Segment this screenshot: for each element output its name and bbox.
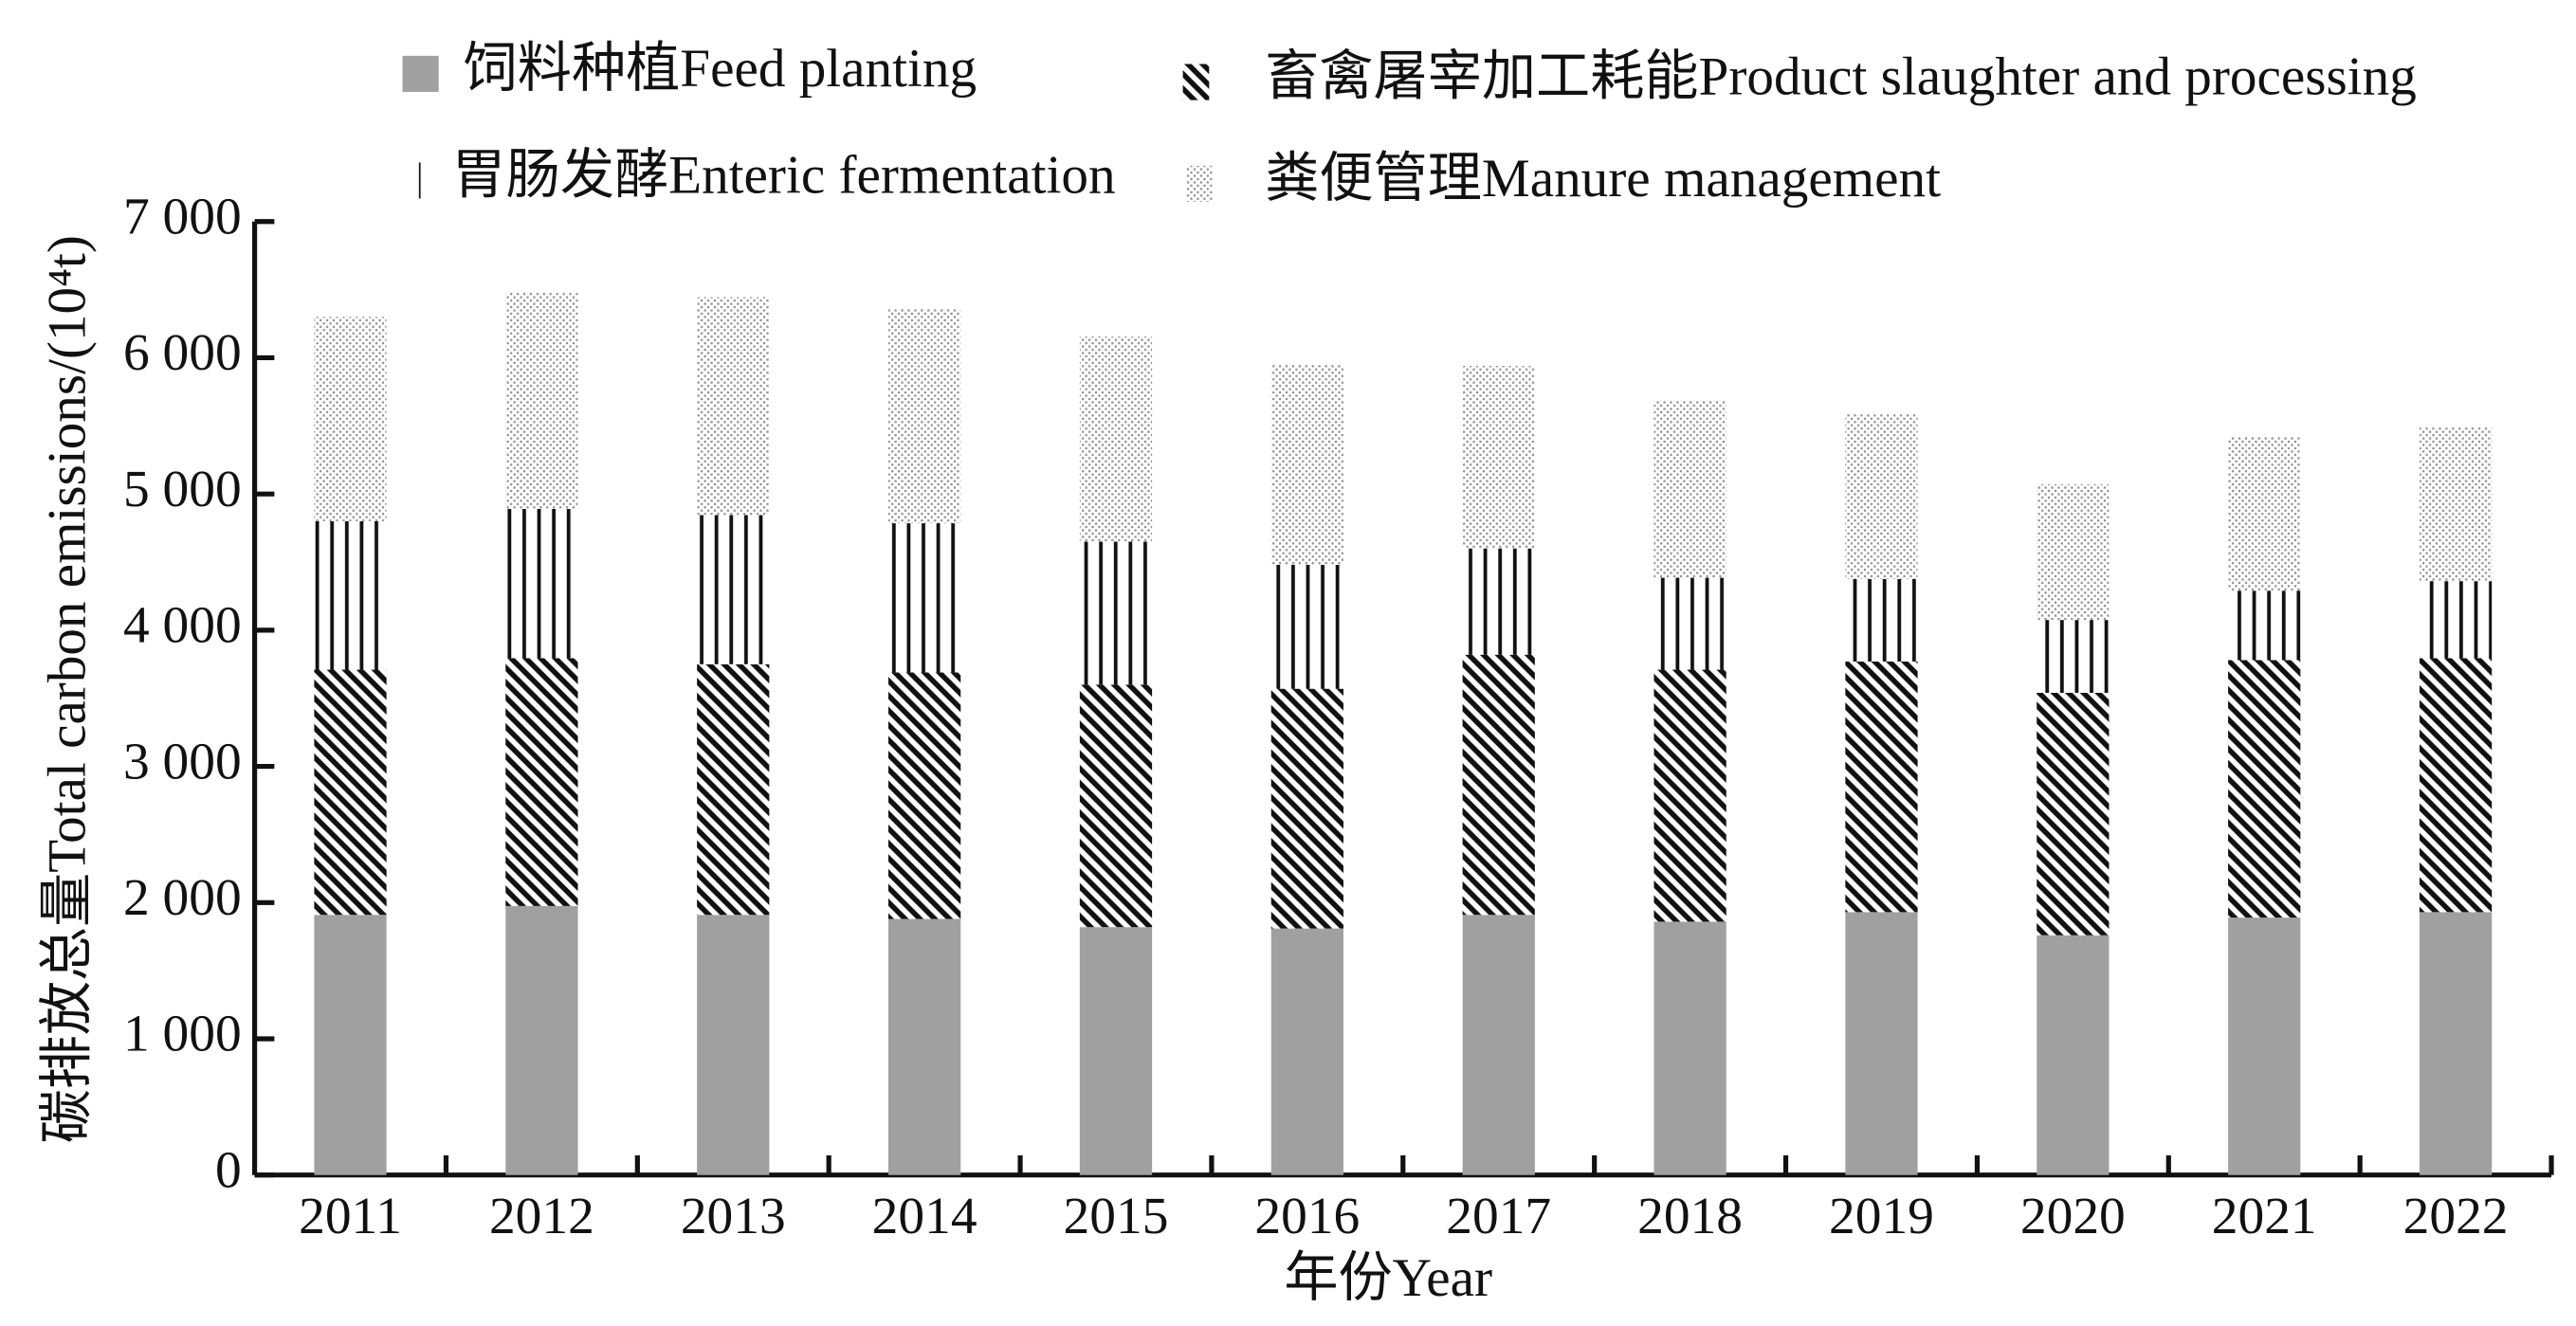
x-axis-title: 年份Year bbox=[1284, 1248, 1492, 1308]
legend-swatch bbox=[1182, 64, 1210, 100]
bar-segment bbox=[2419, 427, 2493, 582]
x-tick-label: 2018 bbox=[1637, 1187, 1743, 1244]
legend-swatch bbox=[402, 55, 439, 92]
bar-segment bbox=[1845, 661, 1918, 913]
bar-segment bbox=[2228, 660, 2301, 918]
bar-segment bbox=[888, 523, 961, 673]
bar-segment bbox=[1845, 578, 1918, 662]
x-tick-label: 2022 bbox=[2403, 1187, 2509, 1244]
bar-segment bbox=[1270, 364, 1343, 565]
bar-segment bbox=[2228, 590, 2301, 661]
bar-segment bbox=[2228, 436, 2301, 591]
bar-segment bbox=[1079, 927, 1153, 1175]
x-tick-label: 2019 bbox=[1829, 1187, 1934, 1244]
x-tick-label: 2015 bbox=[1064, 1187, 1169, 1244]
bar-segment bbox=[314, 669, 387, 916]
bar-segment bbox=[1462, 548, 1535, 655]
bar-segment bbox=[2419, 581, 2493, 659]
legend-swatch bbox=[411, 162, 421, 199]
bar-segment bbox=[2037, 620, 2110, 693]
legend-label: 饲料种植Feed planting bbox=[464, 39, 977, 99]
y-tick-label: 0 bbox=[215, 1140, 242, 1198]
y-tick-label: 6 000 bbox=[123, 323, 242, 381]
bar-segment bbox=[1079, 684, 1153, 928]
bar-segment bbox=[697, 915, 770, 1175]
y-tick-label: 1 000 bbox=[123, 1005, 242, 1063]
bar-segment bbox=[2419, 658, 2493, 913]
bar-segment bbox=[2037, 484, 2110, 621]
bar-segment bbox=[1079, 541, 1153, 685]
bar-segment bbox=[697, 297, 770, 516]
bar-segment bbox=[2037, 935, 2110, 1175]
legend-label: 畜禽屠宰加工耗能Product slaughter and processing bbox=[1265, 47, 2417, 107]
bar-segment bbox=[505, 658, 578, 906]
x-tick-label: 2020 bbox=[2020, 1187, 2126, 1244]
x-tick-label: 2011 bbox=[299, 1187, 402, 1244]
bar-segment bbox=[888, 918, 961, 1175]
bar-segment bbox=[888, 308, 961, 524]
y-tick-label: 7 000 bbox=[123, 187, 242, 245]
legend-label: 粪便管理Manure management bbox=[1265, 149, 1941, 209]
bar-segment bbox=[1653, 400, 1726, 578]
bar-segment bbox=[1079, 336, 1153, 542]
bar-segment bbox=[888, 672, 961, 919]
bar-segment bbox=[697, 663, 770, 916]
bar-segment bbox=[505, 905, 578, 1175]
y-tick-label: 3 000 bbox=[123, 732, 242, 790]
bar-segment bbox=[2228, 917, 2301, 1175]
bar-segment bbox=[697, 515, 770, 664]
bar-segment bbox=[1653, 921, 1726, 1175]
bar-segment bbox=[1653, 577, 1726, 670]
bar-segment bbox=[1845, 413, 1918, 579]
bar-segment bbox=[1845, 912, 1918, 1175]
bar-segment bbox=[1462, 915, 1535, 1175]
y-axis-title: 碳排放总量Total carbon emissions/(10⁴t) bbox=[37, 235, 97, 1143]
x-tick-label: 2021 bbox=[2212, 1187, 2317, 1244]
bar-segment bbox=[1270, 564, 1343, 689]
x-tick-label: 2017 bbox=[1446, 1187, 1551, 1244]
bar-segment bbox=[505, 292, 578, 509]
legend-swatch bbox=[1186, 165, 1213, 202]
y-tick-label: 2 000 bbox=[123, 868, 242, 926]
bar-segment bbox=[2419, 912, 2493, 1175]
bar-segment bbox=[1270, 688, 1343, 929]
legend-label: 胃肠发酵Enteric fermentation bbox=[452, 146, 1116, 206]
bar-segment bbox=[1270, 928, 1343, 1175]
y-tick-label: 5 000 bbox=[123, 460, 242, 518]
x-tick-label: 2012 bbox=[489, 1187, 594, 1244]
x-tick-label: 2016 bbox=[1254, 1187, 1360, 1244]
bar-segment bbox=[2037, 692, 2110, 935]
bar-segment bbox=[1462, 366, 1535, 549]
bar-segment bbox=[314, 520, 387, 670]
bar-segment bbox=[1653, 669, 1726, 922]
x-tick-label: 2014 bbox=[872, 1187, 977, 1244]
bar-segment bbox=[314, 317, 387, 521]
bar-segment bbox=[314, 915, 387, 1175]
y-tick-label: 4 000 bbox=[123, 596, 242, 654]
bar-segment bbox=[1462, 654, 1535, 916]
bar-segment bbox=[505, 508, 578, 659]
x-tick-label: 2013 bbox=[681, 1187, 786, 1244]
